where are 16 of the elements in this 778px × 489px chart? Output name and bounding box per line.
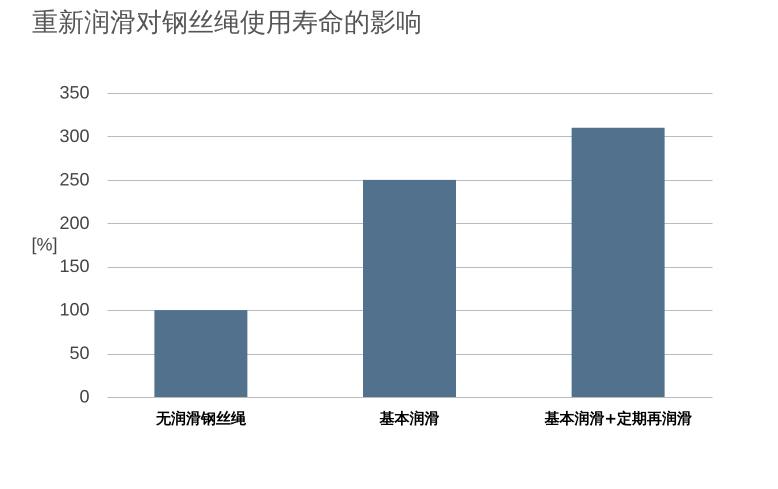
x-tick-label: 基本润滑 bbox=[378, 410, 440, 428]
bar bbox=[572, 128, 665, 397]
y-axis-title: [%] bbox=[31, 234, 58, 254]
bar bbox=[154, 310, 248, 397]
y-tick-label: 0 bbox=[79, 386, 90, 406]
chart-title: 重新润滑对钢丝绳使用寿命的影响 bbox=[32, 8, 422, 38]
y-tick-label: 250 bbox=[59, 169, 90, 190]
x-tick-label: 基本润滑+定期再润滑 bbox=[543, 410, 692, 428]
y-tick-label: 50 bbox=[69, 343, 90, 364]
y-tick-label: 200 bbox=[59, 212, 90, 233]
bar bbox=[363, 180, 456, 397]
y-tick-label: 100 bbox=[59, 300, 90, 320]
y-tick-label: 350 bbox=[59, 82, 90, 102]
x-tick-label: 无润滑钢丝绳 bbox=[154, 410, 247, 428]
y-tick-label: 300 bbox=[59, 126, 90, 146]
y-tick-label: 150 bbox=[59, 256, 90, 276]
